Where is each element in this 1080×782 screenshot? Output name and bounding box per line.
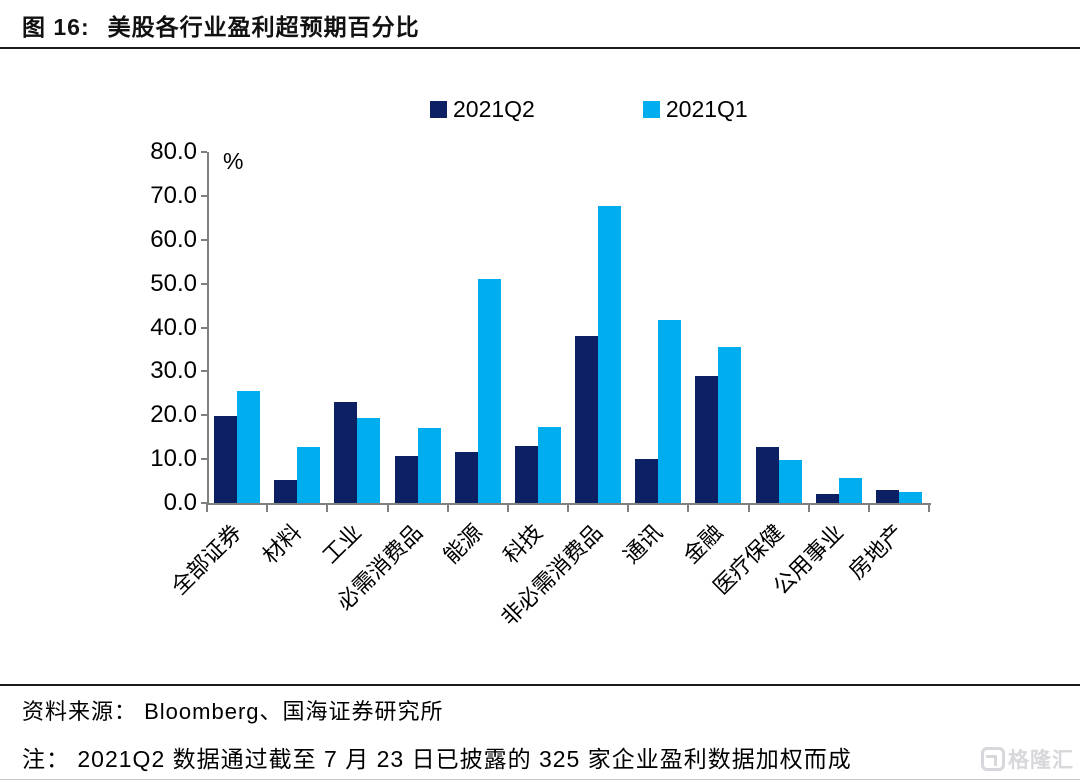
y-axis-line: [207, 152, 209, 503]
source-text: 资料来源： Bloomberg、国海证券研究所: [22, 699, 444, 724]
bar-2021Q2-科技: [514, 445, 538, 503]
x-axis-label: 材料: [257, 519, 307, 569]
figure-title-text: 美股各行业盈利超预期百分比: [107, 14, 420, 40]
bar-2021Q1-非必需消费品: [598, 206, 622, 503]
bar-2021Q2-全部证券: [214, 416, 238, 503]
bar-2021Q2-非必需消费品: [575, 336, 599, 503]
bar-2021Q2-能源: [454, 452, 478, 503]
note-text: 注： 2021Q2 数据通过截至 7 月 23 日已披露的 325 家企业盈利数…: [22, 746, 852, 772]
x-axis-tick: [747, 503, 750, 512]
bar-2021Q1-公用事业: [838, 477, 862, 503]
y-axis-tick: [201, 326, 207, 329]
legend-swatch-icon: [642, 101, 660, 118]
y-axis-unit-label: %: [223, 148, 244, 174]
y-axis-tick-label: 30.0: [150, 357, 197, 385]
bar-2021Q1-全部证券: [237, 390, 261, 503]
bar-2021Q1-科技: [537, 427, 561, 503]
y-axis-tick: [201, 151, 207, 153]
bar-2021Q2-金融: [695, 375, 719, 503]
bar-2021Q2-公用事业: [815, 493, 839, 503]
watermark: 格隆汇: [981, 744, 1074, 774]
y-axis-tick: [201, 194, 207, 197]
footer-divider: [0, 684, 1080, 686]
y-axis-tick: [201, 458, 207, 461]
figure-title: 图 16: 美股各行业盈利超预期百分比: [22, 8, 420, 42]
x-axis-tick: [326, 503, 329, 512]
bar-2021Q1-房地产: [898, 492, 922, 503]
bottom-divider: [0, 779, 1080, 780]
x-axis-tick: [867, 503, 870, 512]
x-axis-tick: [506, 503, 509, 512]
x-axis-tick: [567, 503, 569, 512]
legend-label: 2021Q1: [665, 96, 748, 122]
y-axis-tick-label: 0.0: [163, 489, 197, 516]
bar-2021Q2-房地产: [875, 490, 899, 503]
x-axis-tick: [807, 503, 810, 512]
x-axis-tick: [446, 503, 449, 512]
x-axis-tick: [627, 503, 630, 512]
x-axis-tick: [928, 503, 930, 512]
y-axis-tick: [201, 502, 207, 504]
bar-2021Q2-材料: [274, 479, 298, 503]
gelonghui-logo-icon: [981, 747, 1005, 771]
bar-2021Q2-必需消费品: [394, 456, 418, 503]
legend-item-2021q2: 2021Q2: [430, 96, 535, 123]
bar-2021Q1-医疗保健: [778, 460, 802, 503]
x-axis-line: [207, 503, 931, 505]
bar-2021Q1-能源: [477, 279, 501, 503]
bar-2021Q1-金融: [718, 346, 742, 503]
x-axis-label: 全部证券: [166, 519, 247, 600]
y-axis-tick-label: 40.0: [150, 313, 197, 341]
bar-2021Q1-通讯: [658, 320, 682, 503]
chart-legend: 2021Q2 2021Q1: [430, 96, 748, 123]
y-axis-tick: [201, 370, 207, 373]
bar-2021Q2-工业: [334, 402, 358, 503]
bar-2021Q1-工业: [357, 417, 381, 503]
x-axis-tick: [266, 503, 269, 512]
y-axis-tick: [201, 282, 207, 285]
bar-2021Q1-材料: [297, 446, 321, 503]
x-axis-tick: [206, 503, 208, 512]
bar-2021Q2-通讯: [635, 459, 659, 503]
y-axis-tick-label: 80.0: [150, 138, 197, 165]
y-axis-tick-label: 20.0: [150, 401, 197, 429]
x-axis-label: 能源: [438, 519, 487, 569]
x-axis-tick: [386, 503, 389, 512]
x-axis-tick: [687, 503, 690, 512]
figure-label: 图 16:: [22, 14, 90, 40]
y-axis-tick: [201, 414, 207, 417]
watermark-text: 格隆汇: [1008, 749, 1074, 772]
x-axis-label: 房地产: [843, 519, 909, 584]
legend-swatch-icon: [430, 101, 447, 118]
bar-2021Q2-医疗保健: [755, 446, 779, 503]
y-axis-tick-label: 60.0: [150, 225, 197, 253]
y-axis-tick-label: 10.0: [150, 445, 197, 473]
y-axis-tick: [201, 238, 207, 241]
legend-item-2021q1: 2021Q1: [642, 96, 748, 123]
y-axis-tick-label: 50.0: [150, 269, 197, 297]
bar-2021Q1-必需消费品: [417, 427, 441, 503]
title-divider: [0, 47, 1080, 49]
legend-label: 2021Q2: [453, 96, 535, 122]
y-axis-tick-label: 70.0: [150, 181, 197, 209]
x-axis-label: 通讯: [618, 519, 668, 569]
